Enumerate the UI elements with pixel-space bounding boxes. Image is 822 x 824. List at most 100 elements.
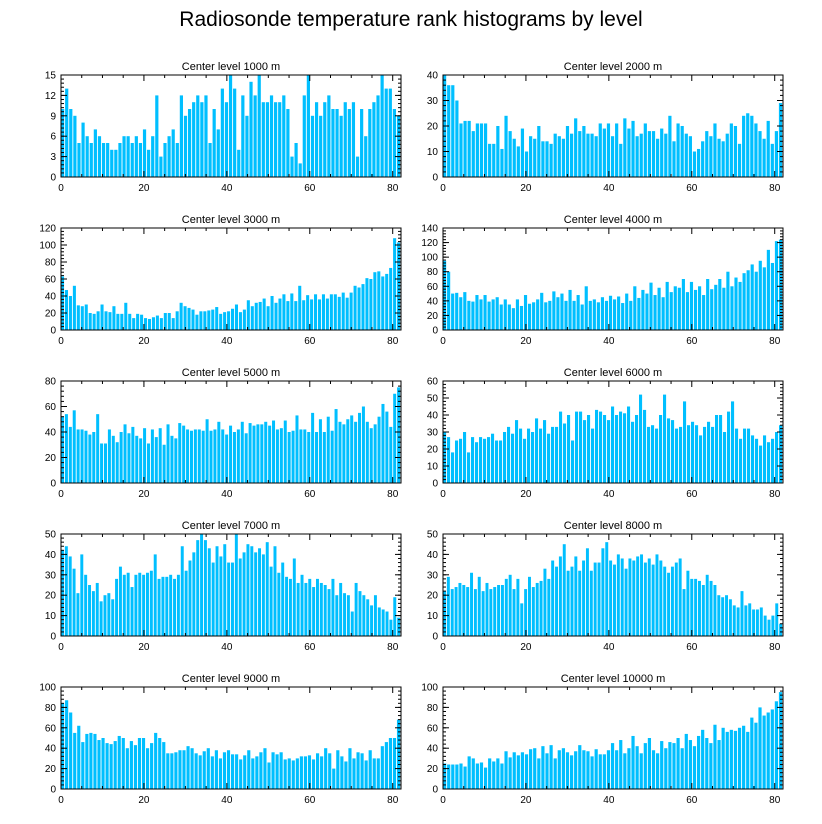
bar bbox=[698, 286, 702, 330]
bar bbox=[511, 308, 515, 330]
bar bbox=[146, 572, 149, 636]
bar bbox=[331, 109, 335, 177]
bar bbox=[527, 428, 531, 483]
x-tick-label: 0 bbox=[58, 489, 64, 500]
bar bbox=[755, 609, 759, 636]
bar bbox=[759, 607, 763, 636]
bar bbox=[524, 589, 528, 636]
bar bbox=[512, 138, 516, 177]
bar bbox=[269, 566, 273, 636]
bar bbox=[314, 102, 319, 177]
bar bbox=[619, 143, 623, 177]
x-tick-label: 20 bbox=[138, 795, 150, 806]
bar bbox=[273, 546, 277, 636]
bar bbox=[645, 293, 649, 330]
bar bbox=[388, 88, 392, 177]
bar bbox=[508, 131, 512, 177]
bar bbox=[316, 578, 319, 636]
bar bbox=[68, 296, 72, 330]
bar bbox=[362, 595, 366, 636]
bar bbox=[695, 425, 699, 483]
bar bbox=[212, 109, 216, 177]
bar bbox=[516, 578, 520, 636]
bar bbox=[287, 758, 291, 789]
bar bbox=[549, 745, 553, 789]
bar bbox=[182, 425, 186, 484]
bar bbox=[635, 136, 639, 177]
x-tick-label: 40 bbox=[603, 183, 615, 194]
bar bbox=[174, 752, 178, 789]
bar bbox=[96, 311, 100, 330]
bar bbox=[111, 599, 115, 636]
y-tick-label: 0 bbox=[432, 785, 438, 796]
bar bbox=[352, 758, 356, 789]
bar bbox=[631, 120, 635, 177]
bar bbox=[647, 131, 652, 177]
bar bbox=[64, 290, 68, 330]
bar bbox=[372, 758, 376, 789]
bar bbox=[515, 420, 519, 483]
bar bbox=[623, 413, 627, 483]
x-tick-label: 20 bbox=[520, 336, 532, 347]
bar bbox=[178, 750, 182, 789]
bar bbox=[250, 546, 254, 636]
bar bbox=[170, 435, 174, 483]
bar bbox=[343, 102, 347, 177]
plot-frame bbox=[60, 533, 402, 637]
bar bbox=[123, 424, 127, 483]
bar bbox=[358, 412, 362, 484]
bar bbox=[507, 304, 511, 330]
y-tick-label: 30 bbox=[427, 96, 439, 107]
y-tick-label: 40 bbox=[427, 71, 439, 82]
bar bbox=[455, 440, 459, 483]
bar bbox=[588, 300, 592, 330]
bar bbox=[111, 435, 115, 483]
bar bbox=[701, 141, 705, 177]
bar bbox=[282, 95, 286, 177]
bar bbox=[467, 300, 471, 330]
bar bbox=[778, 239, 783, 330]
bar bbox=[278, 102, 282, 177]
bar bbox=[508, 574, 512, 636]
bar bbox=[707, 421, 711, 483]
bar bbox=[112, 306, 116, 330]
y-tick-label: 9 bbox=[50, 111, 56, 122]
bar bbox=[97, 136, 102, 177]
y-tick-label: 0 bbox=[50, 479, 56, 490]
bar bbox=[350, 611, 354, 636]
bar bbox=[318, 419, 322, 483]
bar bbox=[73, 732, 77, 789]
bar bbox=[271, 752, 275, 789]
bar bbox=[443, 432, 447, 483]
bar bbox=[345, 297, 349, 330]
bar bbox=[272, 420, 276, 483]
bar bbox=[298, 163, 302, 177]
bar bbox=[719, 415, 723, 483]
bar bbox=[236, 429, 240, 483]
bar bbox=[524, 151, 529, 177]
bar bbox=[200, 534, 204, 636]
bar bbox=[274, 302, 278, 330]
bar bbox=[496, 126, 500, 177]
bar bbox=[528, 576, 531, 636]
bar bbox=[211, 562, 215, 636]
bar bbox=[598, 123, 602, 177]
bar bbox=[766, 712, 770, 789]
bar bbox=[653, 295, 657, 330]
y-tick-label: 40 bbox=[427, 744, 439, 755]
bar bbox=[173, 578, 177, 636]
bar bbox=[254, 552, 258, 636]
x-tick-label: 20 bbox=[520, 183, 532, 194]
bar bbox=[774, 701, 779, 789]
bar bbox=[651, 131, 656, 177]
bar bbox=[734, 277, 738, 330]
bar bbox=[443, 591, 446, 636]
bar bbox=[336, 750, 340, 789]
bar bbox=[263, 748, 267, 789]
bar bbox=[740, 591, 744, 636]
bar bbox=[290, 156, 294, 177]
bar bbox=[88, 313, 92, 330]
bar bbox=[201, 430, 205, 483]
x-tick-label: 60 bbox=[304, 183, 316, 194]
bar bbox=[372, 102, 376, 177]
